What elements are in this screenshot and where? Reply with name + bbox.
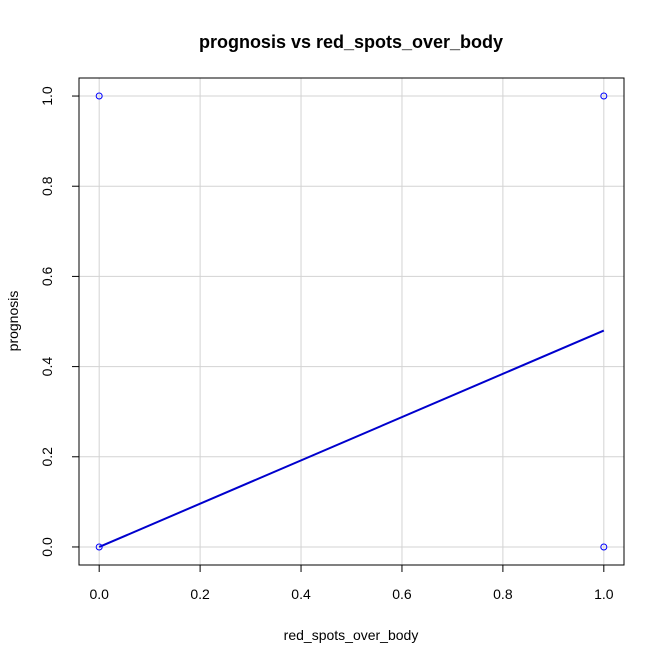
y-tick-label: 1.0 bbox=[39, 86, 55, 106]
y-axis: 0.0 0.2 0.4 0.6 0.8 1.0 bbox=[39, 86, 80, 557]
y-tick-label: 0.6 bbox=[39, 266, 55, 286]
data-point bbox=[600, 92, 608, 100]
chart-title: prognosis vs red_spots_over_body bbox=[199, 32, 503, 52]
data-point bbox=[95, 543, 103, 551]
x-axis: 0.0 0.2 0.4 0.6 0.8 1.0 bbox=[89, 564, 614, 602]
x-tick-label: 0.8 bbox=[493, 586, 513, 602]
data-point bbox=[600, 543, 608, 551]
x-axis-title: red_spots_over_body bbox=[284, 627, 419, 643]
x-tick-label: 0.6 bbox=[392, 586, 412, 602]
data-point bbox=[95, 92, 103, 100]
x-tick-label: 0.2 bbox=[190, 586, 210, 602]
x-tick-label: 0.4 bbox=[291, 586, 311, 602]
y-tick-label: 0.0 bbox=[39, 537, 55, 557]
plot-frame bbox=[78, 77, 625, 566]
y-axis-title: prognosis bbox=[5, 291, 21, 352]
points-layer bbox=[95, 92, 608, 551]
fit-line-layer bbox=[98, 329, 605, 548]
y-tick-label: 0.4 bbox=[39, 357, 55, 377]
y-tick-label: 0.8 bbox=[39, 176, 55, 196]
y-tick-label: 0.2 bbox=[39, 447, 55, 467]
x-tick-label: 1.0 bbox=[594, 586, 614, 602]
grid bbox=[79, 78, 624, 565]
fit-line bbox=[98, 329, 605, 548]
x-tick-label: 0.0 bbox=[89, 586, 109, 602]
